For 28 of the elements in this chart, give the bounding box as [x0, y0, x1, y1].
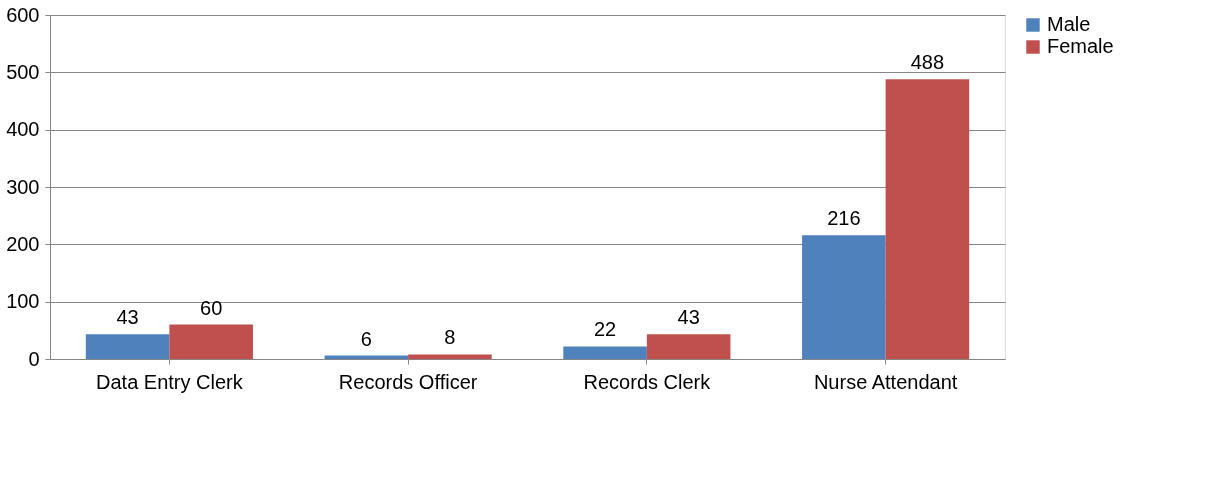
x-tick-label: Records Officer: [338, 370, 478, 393]
data-label: 22: [593, 318, 617, 341]
bar: [646, 334, 731, 359]
x-tick-label: Records Clerk: [583, 370, 712, 393]
bar: [802, 235, 886, 359]
legend-label: Male: [1047, 13, 1091, 35]
data-label: 8: [444, 326, 456, 349]
y-tick-label: 200: [6, 232, 40, 255]
data-label: 43: [116, 306, 139, 329]
bar: [85, 334, 170, 359]
bar: [169, 324, 253, 359]
data-label: 60: [200, 296, 223, 319]
x-tick-label: Nurse Attendant: [813, 370, 958, 393]
y-tick-label: 300: [6, 175, 40, 198]
y-tick-label: 100: [6, 290, 40, 313]
data-label: 6: [360, 327, 372, 350]
legend-label: Female: [1047, 35, 1114, 57]
x-tick-label: Data Entry Clerk: [96, 370, 244, 393]
data-label: 488: [910, 51, 945, 74]
bar: [408, 354, 492, 359]
data-label: 216: [827, 207, 861, 230]
y-tick-label: 400: [6, 118, 40, 141]
bar: [563, 346, 647, 359]
y-tick-label: 500: [6, 60, 40, 83]
bar: [885, 79, 970, 359]
data-label: 43: [677, 306, 700, 329]
y-tick-label: 600: [6, 3, 40, 26]
y-tick-label: 0: [28, 347, 40, 370]
